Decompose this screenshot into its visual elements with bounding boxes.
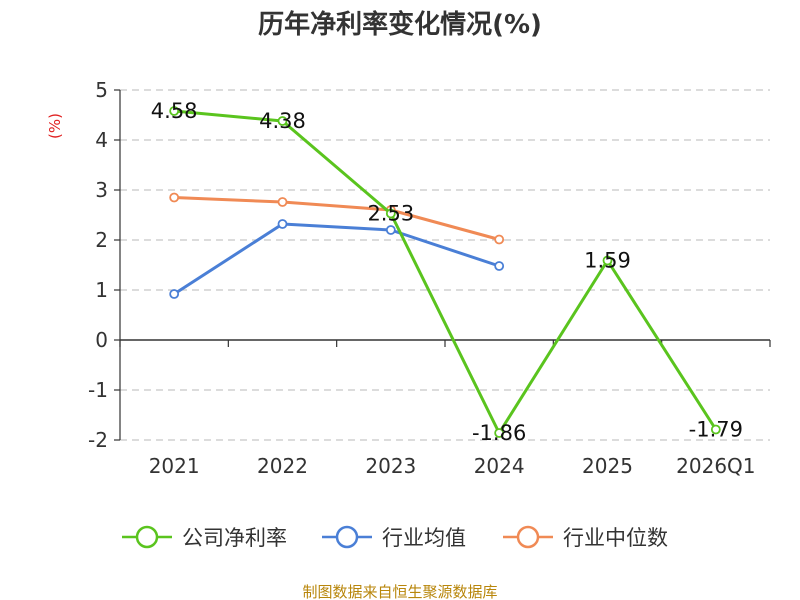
source-note: 制图数据来自恒生聚源数据库 <box>302 583 497 600</box>
data-label: -1.86 <box>472 421 526 445</box>
data-label: 2.53 <box>367 202 414 226</box>
data-point <box>602 255 613 266</box>
x-tick-label: 2021 <box>149 454 200 478</box>
y-tick-label: 1 <box>95 278 108 302</box>
y-tick-label: 4 <box>95 128 108 152</box>
data-point <box>494 234 505 245</box>
data-point <box>169 289 180 299</box>
legend-marker <box>516 525 540 549</box>
data-point <box>277 197 288 207</box>
y-tick-label: 2 <box>95 228 108 252</box>
chart-title: 历年净利率变化情况(%) <box>258 9 542 40</box>
x-tick-label: 2023 <box>365 454 416 478</box>
legend-label: 行业中位数 <box>563 526 668 550</box>
legend: 公司净利率 行业均值 行业中位数 <box>122 525 668 550</box>
legend-marker <box>135 525 159 549</box>
data-point <box>385 225 396 235</box>
data-label: 4.38 <box>259 109 306 133</box>
series-line <box>174 109 718 435</box>
data-point <box>169 106 180 116</box>
plot-area <box>169 106 721 438</box>
y-axis-unit: (%) <box>46 113 64 139</box>
x-tick-label: 2025 <box>582 454 633 478</box>
grid <box>120 89 770 441</box>
data-point <box>169 192 180 203</box>
axes: 5 4 3 2 1 0 -1 -2 2021 2022 2023 2024 2025 2026Q1 <box>88 78 771 478</box>
data-label: 1.59 <box>584 249 631 273</box>
data-label: -1.79 <box>689 418 743 442</box>
data-labels: 4.58 4.38 2.53 -1.86 1.59 -1.79 <box>151 99 743 445</box>
x-tick-label: 2022 <box>257 454 308 478</box>
data-point <box>277 116 288 126</box>
series-line <box>173 222 500 296</box>
y-tick-label: 5 <box>95 78 108 102</box>
series-line <box>174 196 500 241</box>
data-point <box>277 219 288 229</box>
y-tick-label: -2 <box>88 428 108 452</box>
data-point <box>385 208 396 219</box>
legend-label: 公司净利率 <box>182 526 287 550</box>
y-tick-label: 3 <box>95 178 108 202</box>
data-point <box>494 261 505 271</box>
y-tick-label: 0 <box>95 328 108 352</box>
data-point <box>710 424 721 435</box>
legend-marker <box>335 525 359 549</box>
x-tick-label: 2024 <box>474 454 525 478</box>
data-point <box>494 428 505 438</box>
x-tick-label: 2026Q1 <box>676 454 755 478</box>
data-label: 4.58 <box>151 99 198 123</box>
legend-label: 行业均值 <box>382 526 466 550</box>
y-tick-label: -1 <box>88 378 108 402</box>
